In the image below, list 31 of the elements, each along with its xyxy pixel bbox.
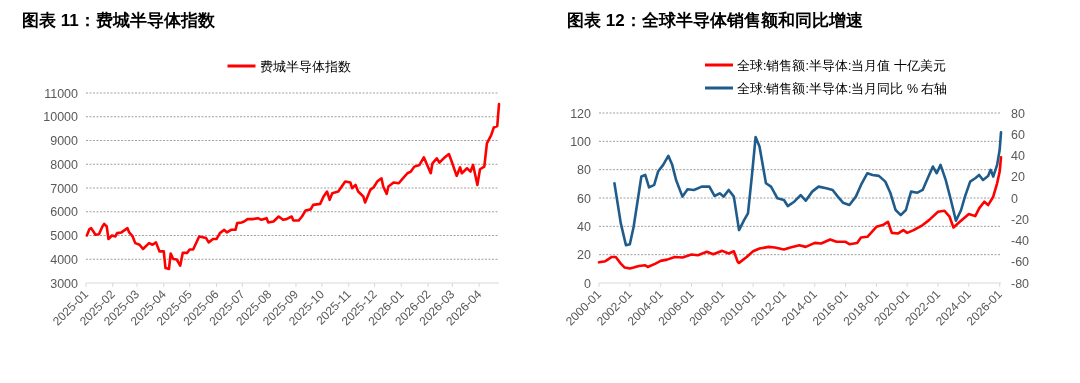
y2-tick-label: 60: [1011, 127, 1025, 142]
y-tick-label: 6000: [50, 205, 79, 220]
y-tick-label: 10000: [43, 110, 79, 125]
y-tick-label: 5000: [50, 229, 79, 243]
y-tick-label: 0: [584, 276, 592, 291]
y-tick-label: 120: [570, 106, 592, 121]
y-tick-label: 8000: [50, 157, 79, 172]
legend: 费城半导体指数: [227, 59, 351, 74]
y-tick-label: 3000: [50, 276, 79, 291]
y-tick-label: 11000: [44, 86, 79, 101]
y2-tick-label: 40: [1011, 149, 1025, 163]
legend-label: 全球:销售额:半导体:当月同比 % 右轴: [737, 81, 948, 96]
y2-tick-label: -60: [1011, 255, 1030, 270]
chart-title: 图表 11：费城半导体指数: [22, 11, 216, 30]
y2-tick-label: 20: [1011, 170, 1025, 185]
y-tick-label: 7000: [50, 181, 79, 196]
y-tick-label: 100: [570, 134, 592, 149]
y-tick-label: 60: [577, 191, 592, 206]
y2-tick-label: -40: [1011, 234, 1030, 248]
y-tick-label: 40: [577, 219, 592, 234]
chart-title: 图表 12：全球半导体销售额和同比增速: [567, 11, 863, 30]
y2-tick-label: -80: [1011, 276, 1030, 291]
y-tick-label: 80: [577, 163, 592, 178]
y2-tick-label: 0: [1011, 191, 1018, 206]
y-tick-label: 9000: [50, 134, 79, 148]
legend-label: 费城半导体指数: [259, 59, 351, 74]
y-tick-label: 20: [577, 248, 592, 263]
y2-tick-label: -20: [1011, 212, 1030, 227]
legend-label: 全球:销售额:半导体:当月值 十亿美元: [737, 57, 946, 73]
y2-tick-label: 80: [1011, 106, 1025, 121]
y-tick-label: 4000: [50, 252, 79, 267]
